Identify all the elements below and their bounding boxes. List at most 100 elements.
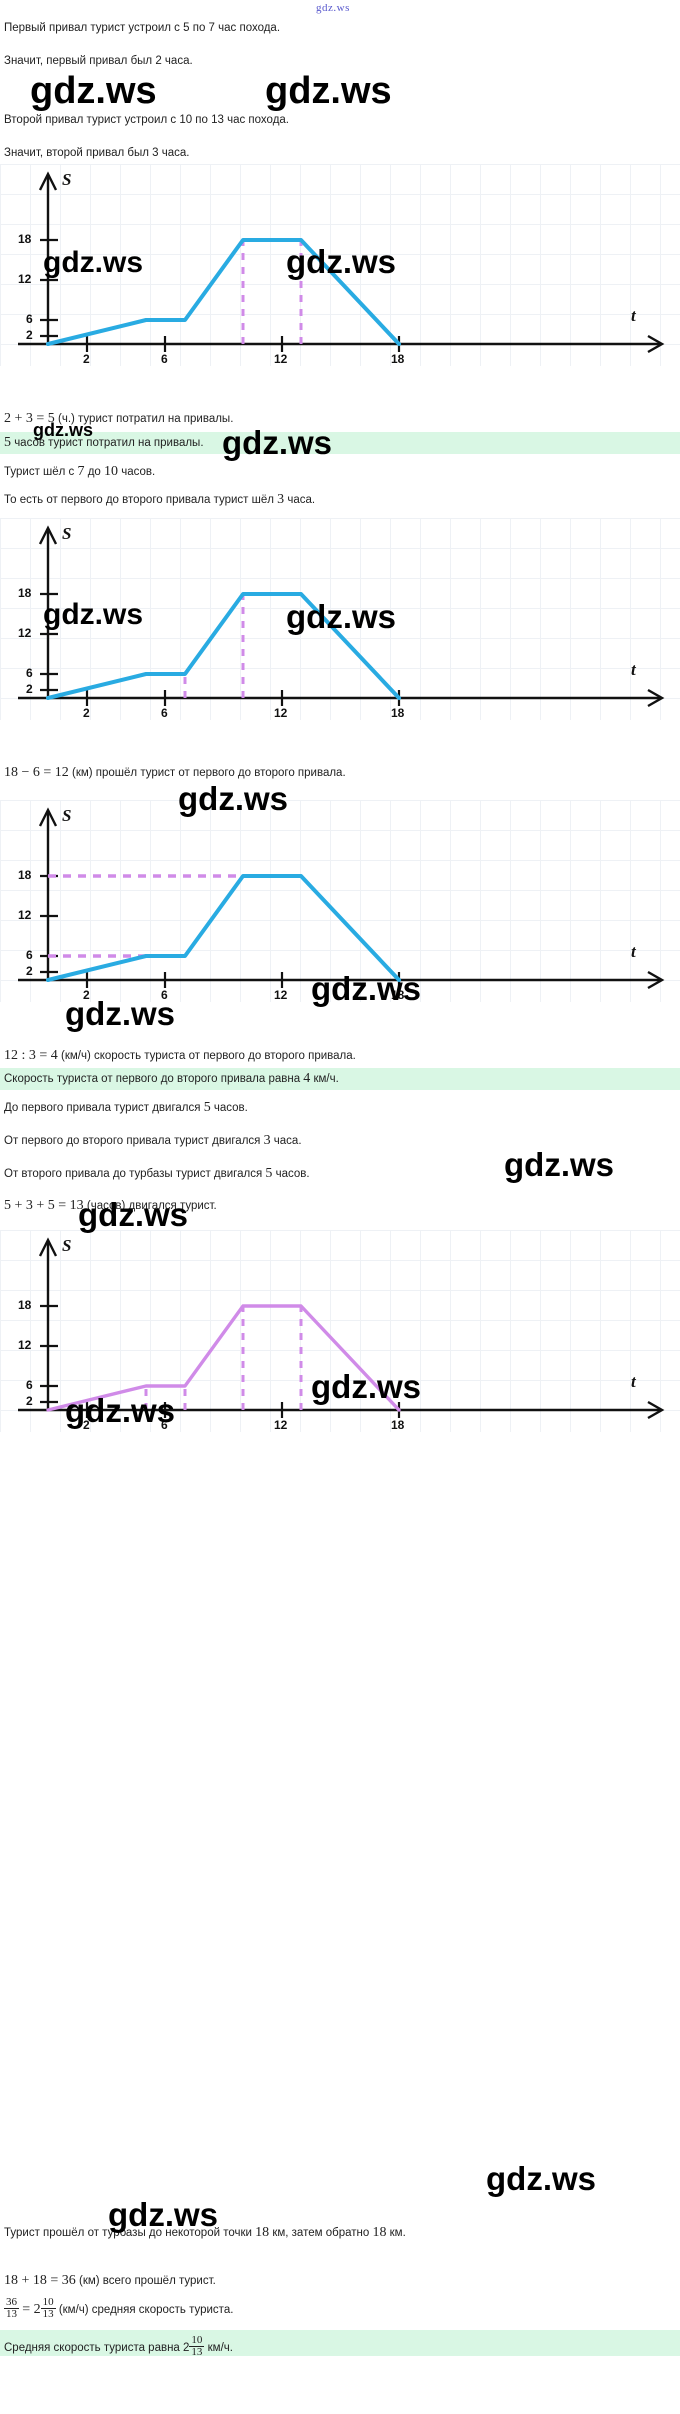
y-ticks xyxy=(40,592,58,692)
x-axis-arrow xyxy=(647,334,665,354)
text-line-19: Средняя скорость туриста равна 2 10 13 к… xyxy=(4,2334,233,2359)
x-axis-label: t xyxy=(631,306,636,325)
dash-vertical-group xyxy=(183,594,245,698)
x-tick-18: 18 xyxy=(391,988,405,1002)
x-tick-2: 2 xyxy=(83,706,90,720)
dash-vertical-group xyxy=(241,240,303,344)
y-tick-18: 18 xyxy=(18,586,32,600)
text-line-3: Второй привал турист устроил с 10 по 13 … xyxy=(4,114,289,126)
chart-1: S t 18 12 6 2 2 6 12 18 xyxy=(0,164,680,366)
equals-sign: = 2 xyxy=(22,2301,41,2317)
fraction-36-13: 36 13 xyxy=(4,2296,19,2320)
y-ticks xyxy=(40,238,58,338)
text-line-16: Турист прошёл от турбазы до некоторой то… xyxy=(4,2225,406,2240)
chart-4-svg xyxy=(18,1237,665,1420)
dash-vertical-group xyxy=(144,1304,303,1410)
x-tick-18: 18 xyxy=(391,352,405,366)
fraction-numerator: 10 xyxy=(191,2334,203,2346)
chart-2: S t 18 12 6 2 2 6 12 18 xyxy=(0,518,680,720)
y-axis-arrow xyxy=(38,1237,58,1257)
y-ticks xyxy=(40,1304,58,1404)
x-tick-6: 6 xyxy=(161,706,168,720)
x-tick-2: 2 xyxy=(83,988,90,1002)
text-line-7: Турист шёл с 7 до 10 часов. xyxy=(4,464,156,479)
chart-3: S t 18 12 6 2 2 6 12 18 xyxy=(0,800,680,1002)
y-tick-18: 18 xyxy=(18,1298,32,1312)
text-line-12: До первого привала турист двигался 5 час… xyxy=(4,1100,248,1115)
text-line-13: От первого до второго привала турист дви… xyxy=(4,1133,302,1148)
y-tick-12: 12 xyxy=(18,908,32,922)
y-axis-label: S xyxy=(62,806,72,825)
x-tick-12: 12 xyxy=(274,706,288,720)
y-tick-12: 12 xyxy=(18,626,32,640)
y-tick-2: 2 xyxy=(26,328,33,342)
x-axis-label: t xyxy=(631,1372,636,1391)
watermark: gdz.ws xyxy=(504,1146,615,1183)
x-tick-12: 12 xyxy=(274,1418,288,1432)
text-line-18: 36 13 = 2 10 13 (км/ч) средняя скорость … xyxy=(4,2296,234,2321)
y-tick-2: 2 xyxy=(26,682,33,696)
x-tick-6: 6 xyxy=(161,988,168,1002)
fraction-denominator: 13 xyxy=(40,2308,56,2321)
highlight-band-2 xyxy=(0,1068,680,1090)
x-tick-12: 12 xyxy=(274,352,288,366)
x-axis-arrow xyxy=(647,688,665,708)
watermark: gdz.ws xyxy=(30,70,157,112)
chart-2-svg xyxy=(18,525,665,708)
fraction-numerator: 36 xyxy=(6,2296,17,2308)
text-line-17: 18 + 18 = 36 (км) всего прошёл турист. xyxy=(4,2273,216,2288)
fraction-10-13: 10 13 xyxy=(189,2334,205,2359)
y-tick-18: 18 xyxy=(18,232,32,246)
text-line-2: Значит, первый привал был 2 часа. xyxy=(4,55,193,67)
fraction-numerator: 10 xyxy=(42,2296,54,2308)
x-axis-label: t xyxy=(631,942,636,961)
y-tick-2: 2 xyxy=(26,964,33,978)
fraction-10-13: 10 13 xyxy=(40,2296,56,2321)
highlight-band-1 xyxy=(0,432,680,454)
x-axis-arrow xyxy=(647,1400,665,1420)
distance-curve xyxy=(46,1304,401,1412)
text-line-9: 18 − 6 = 12 (км) прошёл турист от первог… xyxy=(4,765,346,780)
text-line-1: Первый привал турист устроил с 5 по 7 ча… xyxy=(4,22,281,34)
dash-horizontal-group xyxy=(48,874,243,958)
x-tick-6: 6 xyxy=(161,1418,168,1432)
text-line-10: 12 : 3 = 4 (км/ч) скорость туриста от пе… xyxy=(4,1048,356,1063)
x-tick-18: 18 xyxy=(391,1418,405,1432)
text-line-18-suffix: (км/ч) средняя скорость туриста. xyxy=(58,2303,234,2316)
x-tick-2: 2 xyxy=(83,1418,90,1432)
y-tick-2: 2 xyxy=(26,1394,33,1408)
watermark: gdz.ws xyxy=(486,2160,597,2197)
y-axis-label: S xyxy=(62,170,72,189)
y-axis-arrow xyxy=(38,807,58,827)
chart-4: S t 18 12 6 2 2 6 12 18 xyxy=(0,1230,680,1432)
text-line-14: От второго привала до турбазы турист дви… xyxy=(4,1166,310,1181)
distance-curve xyxy=(46,238,401,346)
y-tick-12: 12 xyxy=(18,272,32,286)
x-axis-label: t xyxy=(631,660,636,679)
text-line-4: Значит, второй привал был 3 часа. xyxy=(4,147,190,159)
y-tick-6: 6 xyxy=(26,1378,33,1392)
text-line-11: Скорость туриста от первого до второго п… xyxy=(4,1071,339,1086)
chart-1-svg xyxy=(18,171,665,354)
distance-curve xyxy=(46,592,401,700)
watermark: gdz.ws xyxy=(265,70,392,112)
text-line-19-suffix: км/ч. xyxy=(207,2341,233,2354)
y-axis-arrow xyxy=(38,171,58,191)
x-axis-arrow xyxy=(647,970,665,990)
y-tick-12: 12 xyxy=(18,1338,32,1352)
y-axis-arrow xyxy=(38,525,58,545)
y-tick-18: 18 xyxy=(18,868,32,882)
highlight-band-3 xyxy=(0,2330,680,2356)
y-axis-label: S xyxy=(62,524,72,543)
watermark-top: gdz.ws xyxy=(316,2,350,14)
axes xyxy=(18,176,660,346)
y-tick-6: 6 xyxy=(26,312,33,326)
text-line-5: 2 + 3 = 5 2 + 3 = 5 (ч.) турист потратил… xyxy=(4,411,234,426)
x-tick-12: 12 xyxy=(274,988,288,1002)
text-line-6: 5 часов турист потратил на привалы. xyxy=(4,435,204,450)
x-tick-6: 6 xyxy=(161,352,168,366)
distance-curve xyxy=(46,874,401,982)
fraction-denominator: 13 xyxy=(189,2346,205,2359)
x-tick-2: 2 xyxy=(83,352,90,366)
